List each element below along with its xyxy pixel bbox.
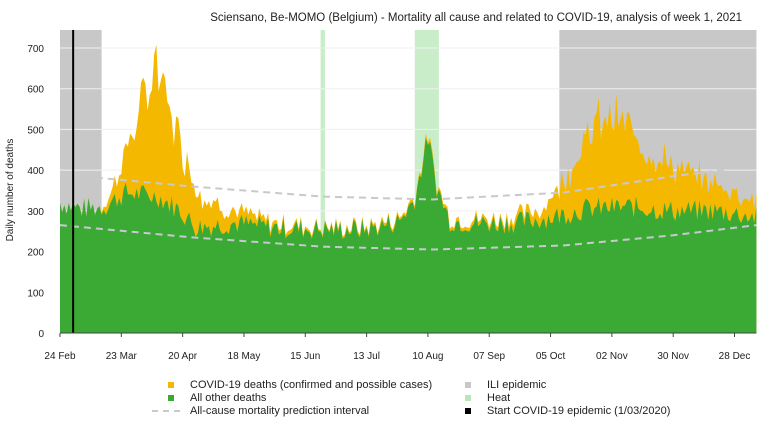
- prediction-interval-upper: [59, 164, 757, 201]
- square-marker-icon: [168, 382, 174, 388]
- x-tick-label: 15 Jun: [290, 351, 320, 362]
- x-tick-label: 10 Aug: [412, 351, 443, 362]
- x-tick-label: 07 Sep: [473, 351, 505, 362]
- legend-item: Start COVID-19 epidemic (1/03/2020): [465, 404, 671, 418]
- x-tick-label: 28 Dec: [719, 351, 751, 362]
- legend-label: ILI epidemic: [487, 379, 547, 391]
- x-tick-label: 05 Oct: [536, 351, 566, 362]
- legend-item: COVID-19 deaths (confirmed and possible …: [168, 378, 433, 392]
- y-tick-label: 0: [38, 329, 44, 340]
- y-tick-label: 200: [27, 248, 44, 259]
- square-marker-icon: [465, 408, 471, 414]
- y-axis-label: Daily number of deaths: [5, 139, 16, 242]
- y-tick-label: 100: [27, 288, 44, 299]
- x-tick-label: 30 Nov: [657, 351, 689, 362]
- dash-marker-icon: [152, 410, 180, 412]
- prediction-interval-lower: [59, 224, 757, 251]
- legend-label: All other deaths: [190, 392, 267, 404]
- square-marker-icon: [168, 395, 174, 401]
- legend-label: Heat: [487, 392, 511, 404]
- legend-label: COVID-19 deaths (confirmed and possible …: [190, 379, 433, 391]
- x-tick-label: 24 Feb: [44, 351, 76, 362]
- chart-title: Sciensano, Be-MOMO (Belgium) - Mortality…: [210, 12, 742, 24]
- y-tick-label: 600: [27, 85, 44, 96]
- legend-item: Heat: [465, 391, 511, 405]
- x-tick-label: 18 May: [228, 351, 261, 362]
- legend-label: All-cause mortality prediction interval: [190, 405, 370, 417]
- x-tick-label: 02 Nov: [596, 351, 628, 362]
- square-marker-icon: [465, 395, 471, 401]
- square-marker-icon: [465, 382, 471, 388]
- legend-item: All other deaths: [168, 391, 267, 405]
- y-tick-label: 300: [27, 207, 44, 218]
- legend-item: ILI epidemic: [465, 378, 547, 392]
- x-tick-label: 20 Apr: [168, 351, 198, 362]
- other-deaths-area: [60, 137, 757, 333]
- legend-label: Start COVID-19 epidemic (1/03/2020): [487, 405, 671, 417]
- x-tick-label: 13 Jul: [353, 351, 380, 362]
- y-tick-label: 500: [27, 125, 44, 136]
- heat-band: [320, 30, 325, 333]
- legend-item: All-cause mortality prediction interval: [152, 404, 370, 418]
- x-tick-label: 23 Mar: [106, 351, 138, 362]
- y-tick-label: 700: [27, 44, 44, 55]
- y-tick-label: 400: [27, 166, 44, 177]
